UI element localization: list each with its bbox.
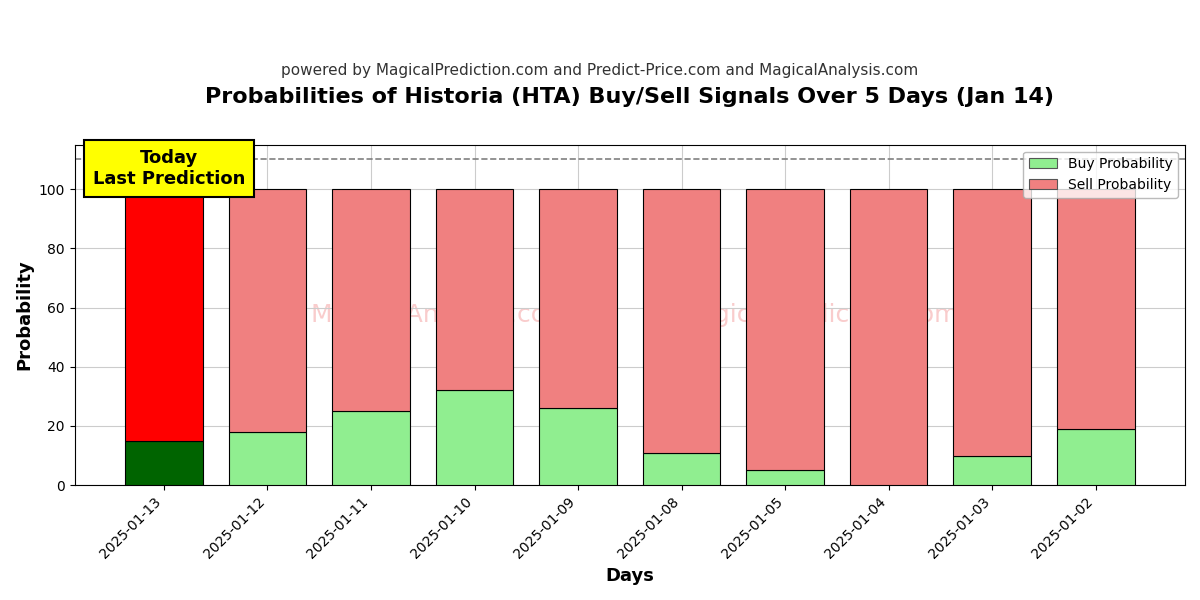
Bar — [125, 441, 203, 485]
X-axis label: Days: Days — [605, 567, 654, 585]
Bar — [229, 189, 306, 432]
Bar — [1057, 429, 1134, 485]
Bar — [436, 391, 514, 485]
Bar — [746, 470, 824, 485]
Text: MagicalAnalysis.com: MagicalAnalysis.com — [311, 303, 571, 327]
Bar — [332, 411, 410, 485]
Title: Probabilities of Historia (HTA) Buy/Sell Signals Over 5 Days (Jan 14): Probabilities of Historia (HTA) Buy/Sell… — [205, 87, 1055, 107]
Bar — [1057, 189, 1134, 429]
Bar — [229, 432, 306, 485]
Y-axis label: Probability: Probability — [16, 260, 34, 370]
Text: Today
Last Prediction: Today Last Prediction — [92, 149, 245, 188]
Bar — [643, 189, 720, 452]
Bar — [539, 408, 617, 485]
Bar — [643, 452, 720, 485]
Bar — [953, 189, 1031, 455]
Bar — [953, 455, 1031, 485]
Text: MagicalPrediction.com: MagicalPrediction.com — [678, 303, 959, 327]
Bar — [539, 189, 617, 408]
Bar — [746, 189, 824, 470]
Bar — [332, 189, 410, 411]
Legend: Buy Probability, Sell Probability: Buy Probability, Sell Probability — [1024, 152, 1178, 197]
Bar — [436, 189, 514, 391]
Text: powered by MagicalPrediction.com and Predict-Price.com and MagicalAnalysis.com: powered by MagicalPrediction.com and Pre… — [281, 63, 919, 78]
Bar — [125, 189, 203, 441]
Bar — [850, 189, 928, 485]
